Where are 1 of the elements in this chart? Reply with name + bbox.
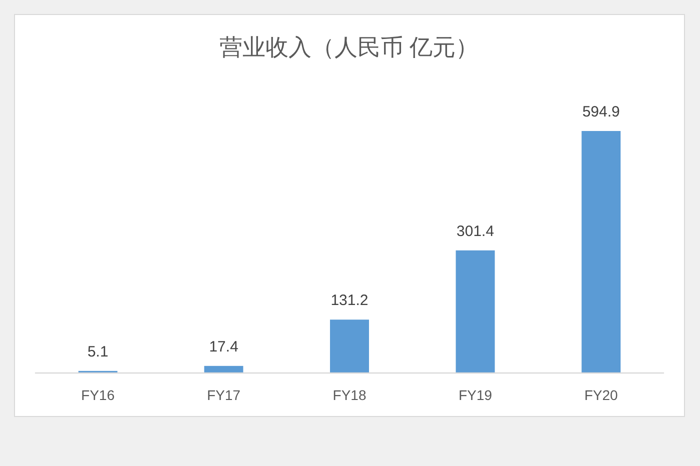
title: 营业收入（人民币 亿元）: [219, 34, 479, 60]
